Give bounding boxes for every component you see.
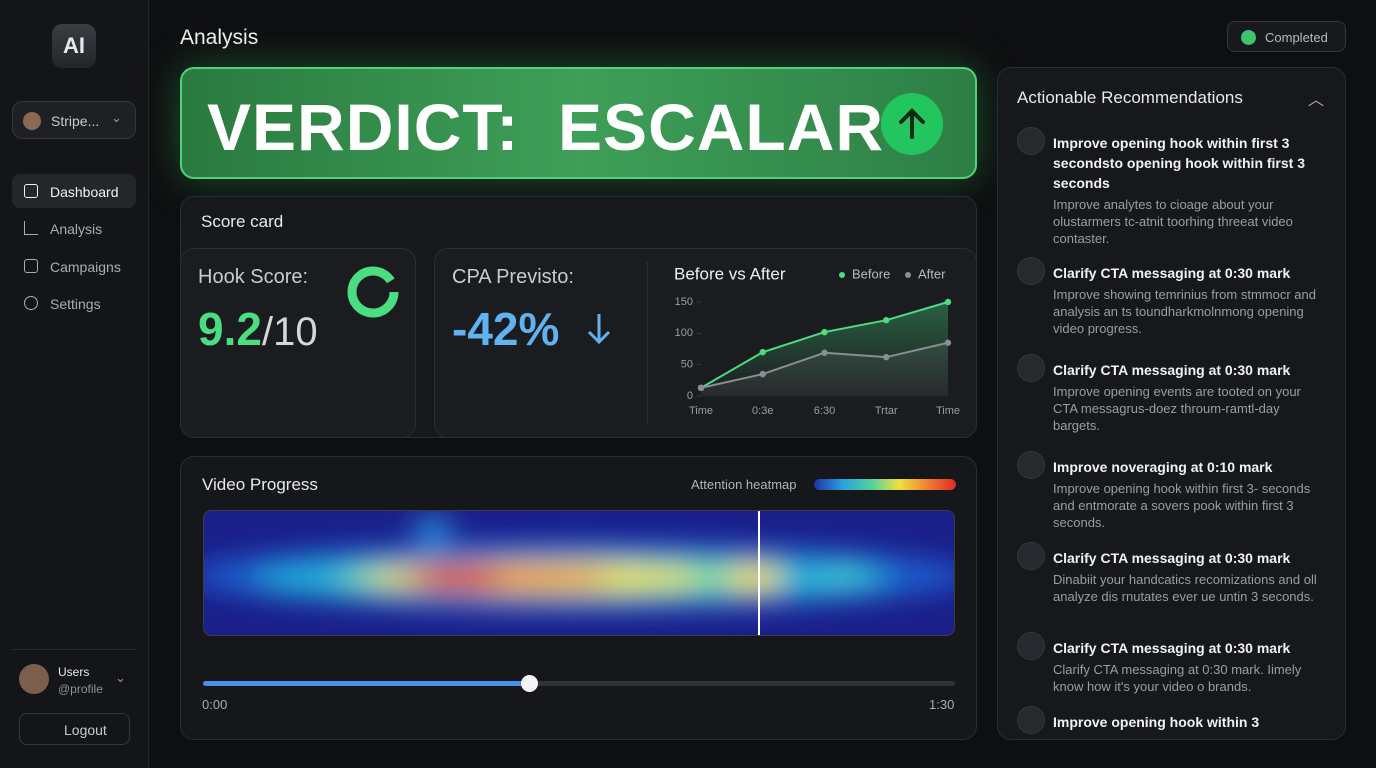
hook-max: /10 xyxy=(261,310,318,354)
nav-item[interactable]: Settings xyxy=(12,286,136,320)
hook-label: Hook Score: xyxy=(198,266,309,288)
status-badge: Completed xyxy=(1227,21,1346,52)
data-point xyxy=(759,370,766,378)
logo[interactable]: AI xyxy=(52,24,96,68)
hook-score: 9.2 xyxy=(198,303,262,355)
rec-icon xyxy=(1017,257,1045,285)
recommendation[interactable]: Clarify CTA messaging at 0:30 mark Improv… xyxy=(1053,360,1328,434)
avatar xyxy=(19,664,49,694)
user-name: Users xyxy=(58,665,90,679)
rec-body: Improve analytes to cioage about your ol… xyxy=(1053,197,1293,246)
cpa-label: CPA Previsto: xyxy=(452,266,574,288)
logout-button[interactable]: Logout xyxy=(19,713,130,745)
nav-label: Analysis xyxy=(50,221,103,237)
status-label: Completed xyxy=(1265,30,1328,45)
rec-body: Improve showing temrinius from stmmocr a… xyxy=(1053,287,1316,336)
rec-title: Clarify CTA messaging at 0:30 mark xyxy=(1053,550,1291,566)
y-tick-label: 50 xyxy=(681,359,693,371)
data-point xyxy=(883,353,890,361)
rec-title: Improve noveraging at 0:10 mark xyxy=(1053,459,1273,475)
chart-title: Before vs After xyxy=(674,264,786,283)
cpa-arrow xyxy=(587,314,611,345)
cpa-value: -42% xyxy=(452,303,560,355)
rec-icon xyxy=(1017,354,1045,382)
legend-label: After xyxy=(918,266,946,281)
series-area xyxy=(701,342,948,396)
nav-label: Settings xyxy=(50,296,101,312)
logout-label: Logout xyxy=(64,722,107,738)
heatmap-scale xyxy=(814,479,956,490)
rec-title: Clarify CTA messaging at 0:30 mark xyxy=(1053,362,1291,378)
collapse-toggle[interactable]: ︿ xyxy=(1308,92,1325,109)
data-point xyxy=(883,316,890,324)
rec-body: Dinabiit your handcatics recomizations a… xyxy=(1053,572,1317,604)
y-tick-label: 150 xyxy=(675,296,693,308)
nav-item[interactable]: Dashboard xyxy=(12,174,136,208)
rec-icon xyxy=(1017,542,1045,570)
recommendation[interactable]: Clarify CTA messaging at 0:30 mark Clarif… xyxy=(1053,638,1328,695)
y-tick-label: 100 xyxy=(675,327,693,339)
x-tick-label: Time xyxy=(936,405,960,417)
recommendations-panel xyxy=(997,67,1346,740)
line-chart: Before vs After 0 50 100 150 Time 0:3e 6:30 Trt… xyxy=(674,264,960,417)
verdict-icon xyxy=(881,93,943,155)
rec-title: Improve opening hook within first 3 seco… xyxy=(1053,135,1306,191)
progress-thumb[interactable] xyxy=(521,675,538,692)
hook-card xyxy=(180,248,416,438)
data-point xyxy=(944,339,952,346)
rec-icon xyxy=(1017,127,1045,155)
progress-fill xyxy=(203,681,530,686)
data-point xyxy=(944,298,952,306)
recommendation[interactable]: Improve noveraging at 0:10 mark Improve o… xyxy=(1053,457,1328,531)
x-tick-label: 6:30 xyxy=(814,405,835,417)
rec-title: Improve opening hook within 3 xyxy=(1053,714,1260,730)
nav-label: Dashboard xyxy=(50,184,119,200)
user-handle: @profile xyxy=(58,682,103,696)
verdict-text: VERDICT: ESCALAR xyxy=(207,90,885,164)
rec-title: Clarify CTA messaging at 0:30 mark xyxy=(1053,265,1291,281)
hook-gauge xyxy=(347,266,399,318)
x-tick-label: Time xyxy=(689,405,713,417)
hook-value: 9.2/10 xyxy=(198,302,318,356)
heatmap-legend-label: Attention heatmap xyxy=(691,477,797,492)
rec-body: Improve opening hook within first 3- sec… xyxy=(1053,481,1311,530)
recommendations-title: Actionable Recommendations xyxy=(1017,88,1243,107)
rec-icon xyxy=(1017,632,1045,660)
rec-title: Clarify CTA messaging at 0:30 mark xyxy=(1053,640,1291,656)
rec-body: Clarify CTA messaging at 0:30 mark. Iime… xyxy=(1053,662,1302,694)
x-tick-label: 0:3e xyxy=(752,405,773,417)
recommendation[interactable]: Improve opening hook within 3 xyxy=(1053,712,1328,732)
workspace-select[interactable]: Stripe... ⌄ xyxy=(12,101,136,139)
page-title: Analysis xyxy=(180,26,259,49)
data-point xyxy=(821,328,828,336)
scorecard-title: Score card xyxy=(201,212,284,231)
legend-swatch xyxy=(839,272,845,278)
heatmap xyxy=(203,510,955,636)
nav-item[interactable]: Analysis xyxy=(12,211,136,245)
recommendation[interactable]: Clarify CTA messaging at 0:30 mark Improv… xyxy=(1053,263,1328,337)
data-point xyxy=(821,349,828,356)
data-point xyxy=(759,348,766,356)
rec-icon xyxy=(1017,706,1045,734)
legend-label: Before xyxy=(852,266,890,281)
video-title: Video Progress xyxy=(202,475,318,494)
workspace-name: Stripe... xyxy=(51,113,100,129)
y-tick-label: 0 xyxy=(687,390,693,402)
time-end: 1:30 xyxy=(929,697,955,712)
time-start: 0:00 xyxy=(202,697,228,712)
verdict-banner: VERDICT: ESCALAR xyxy=(180,67,977,179)
data-point xyxy=(697,384,705,392)
recommendation[interactable]: Clarify CTA messaging at 0:30 mark Dinabi… xyxy=(1053,548,1328,605)
nav-label: Campaigns xyxy=(50,259,121,275)
rec-icon xyxy=(1017,451,1045,479)
recommendation[interactable]: Improve opening hook within first 3 seco… xyxy=(1053,133,1328,247)
progress-track[interactable] xyxy=(203,681,955,686)
x-tick-label: Trtar xyxy=(875,405,898,417)
nav-item[interactable]: Campaigns xyxy=(12,249,136,283)
legend-swatch xyxy=(905,272,911,278)
rec-body: Improve opening events are tooted on you… xyxy=(1053,384,1301,433)
